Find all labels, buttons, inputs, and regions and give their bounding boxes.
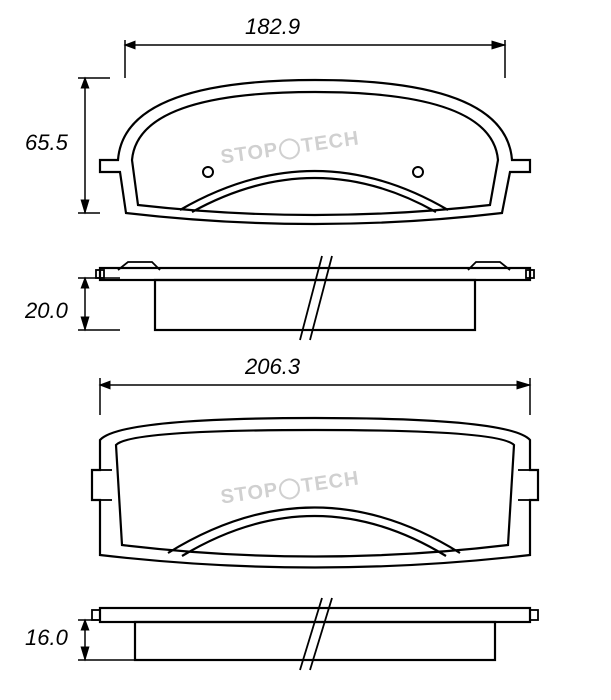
- dim-top-thickness: 20.0: [25, 298, 68, 324]
- drawing-canvas: [0, 0, 611, 700]
- dim-top-height: 65.5: [25, 130, 68, 156]
- dim-top-width: 182.9: [245, 14, 300, 40]
- dim-bottom-width: 206.3: [245, 354, 300, 380]
- dim-bottom-thickness: 16.0: [25, 625, 68, 651]
